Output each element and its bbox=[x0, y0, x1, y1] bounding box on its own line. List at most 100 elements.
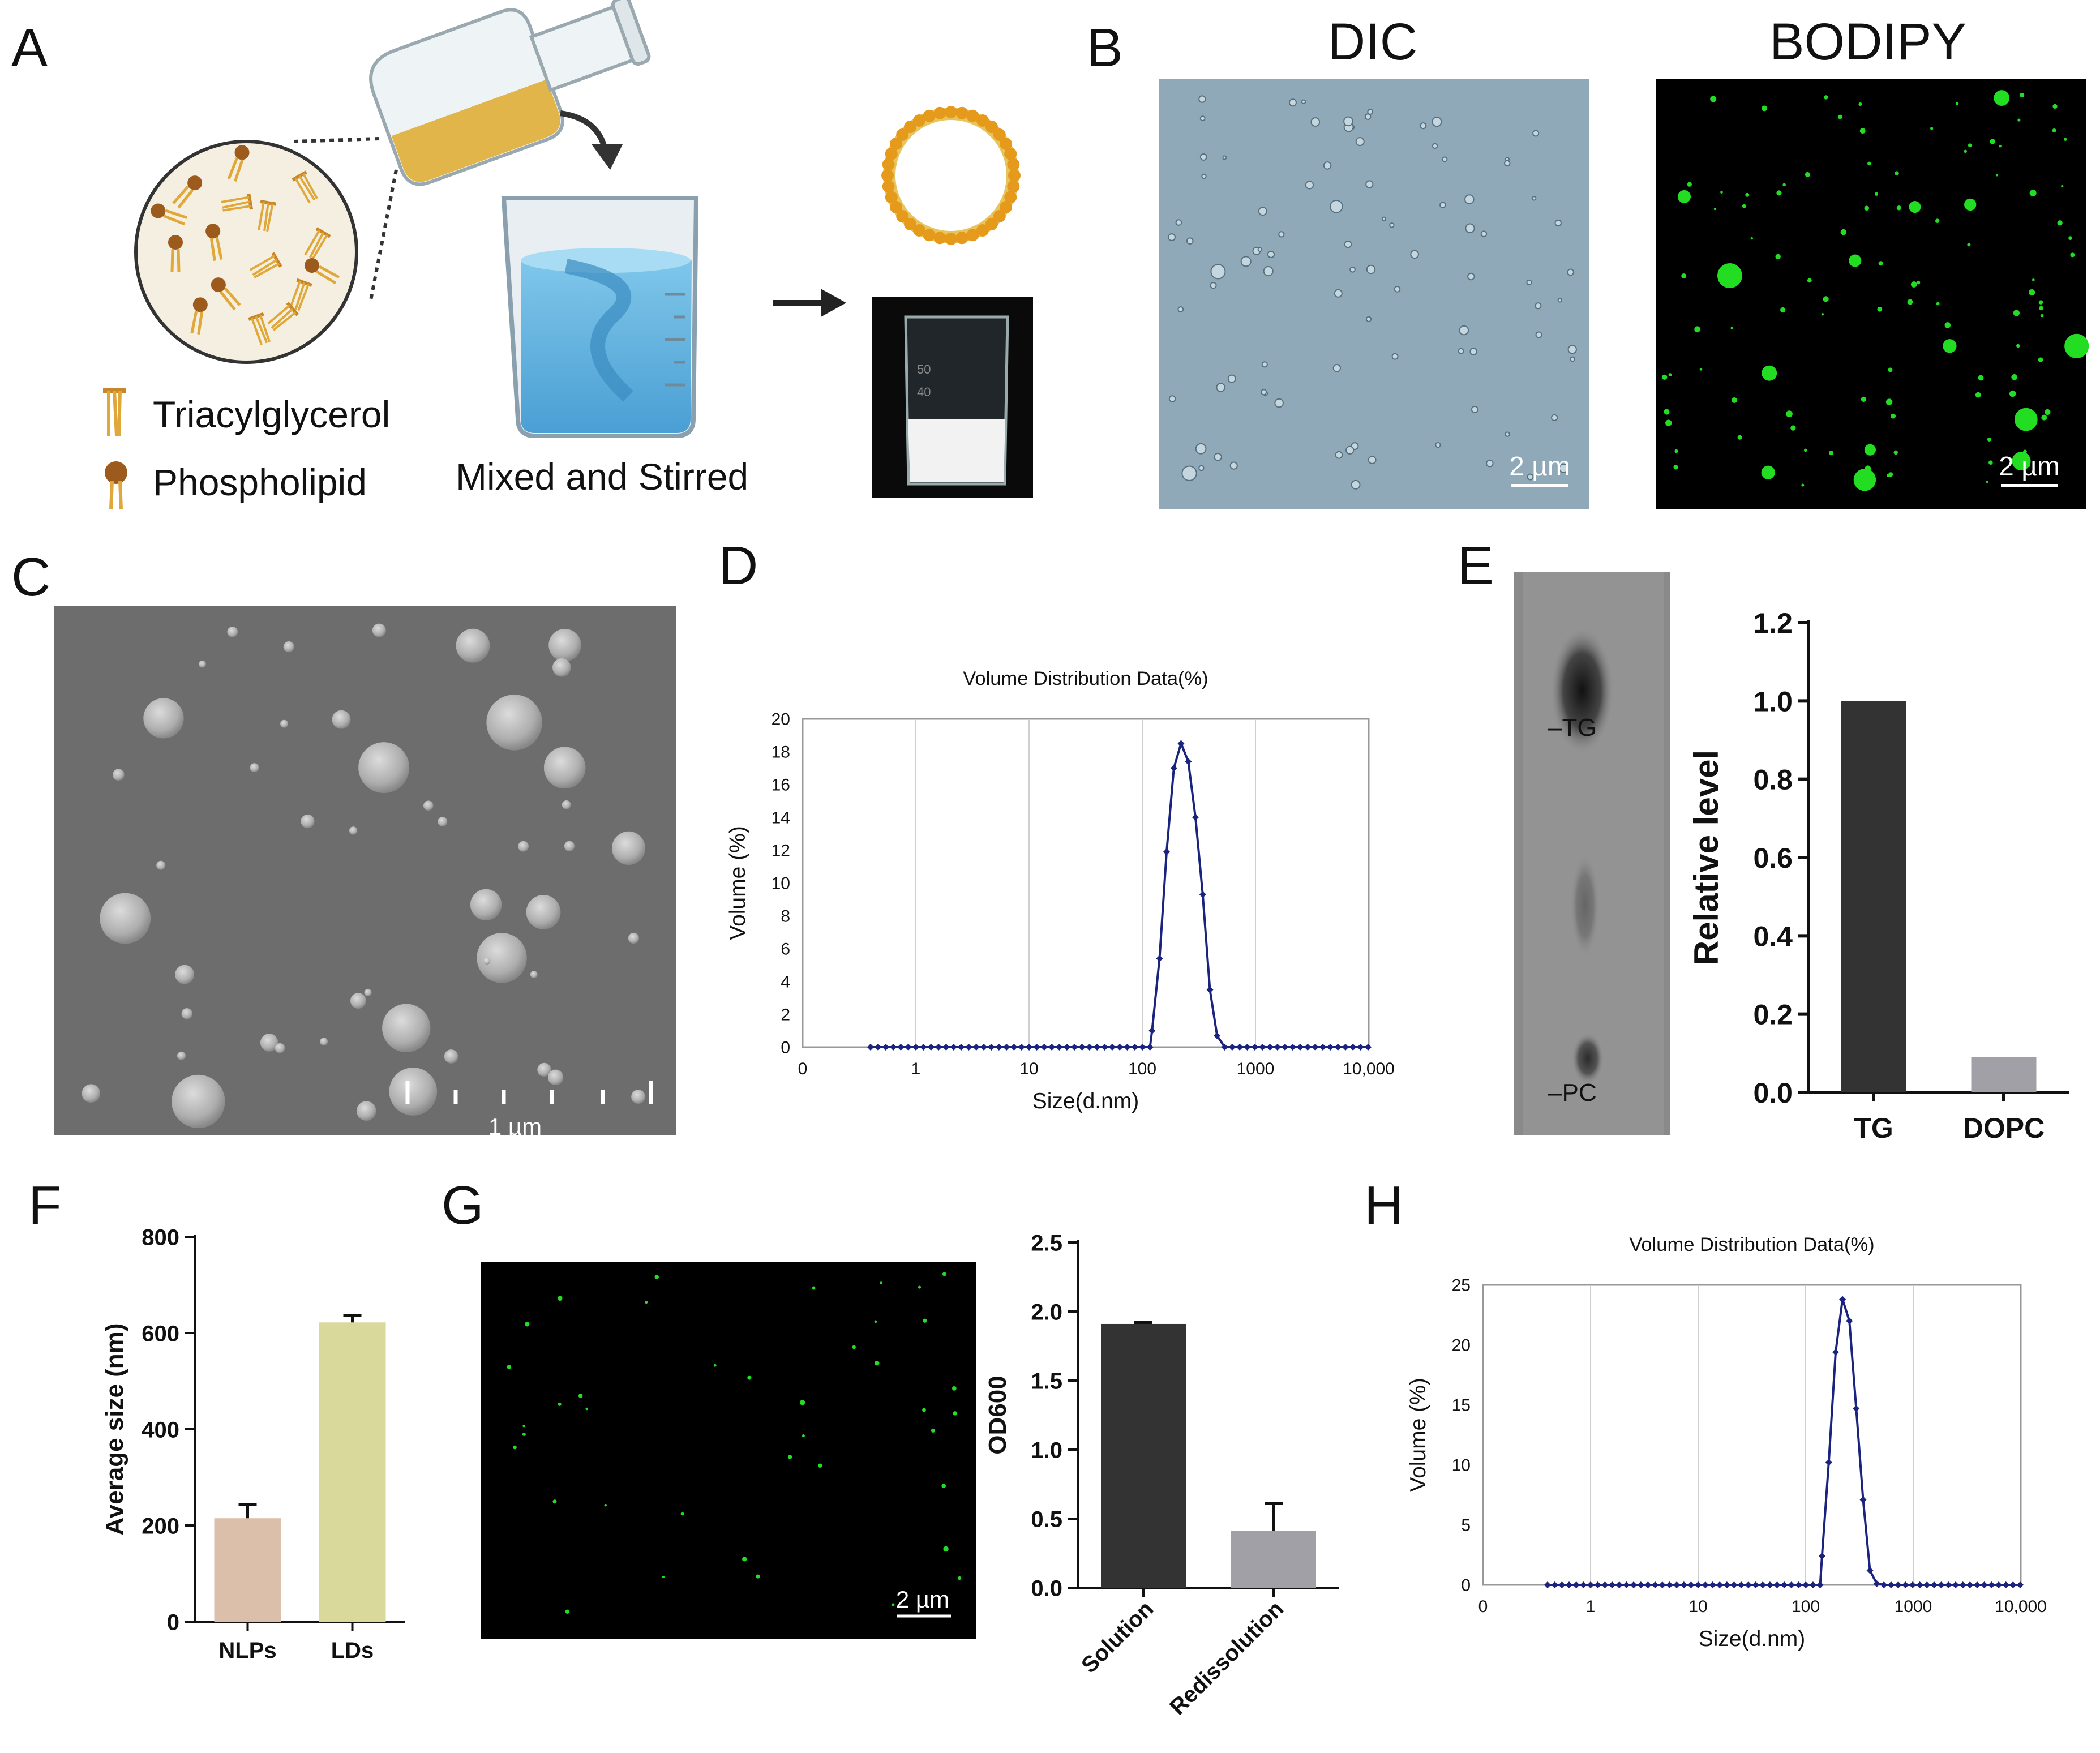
bodipy-droplet bbox=[1694, 326, 1701, 333]
data-point bbox=[1909, 1581, 1916, 1588]
x-tick-label: 10 bbox=[1019, 1060, 1038, 1078]
dic-droplet bbox=[1535, 302, 1542, 310]
panel-label-a: A bbox=[11, 18, 48, 78]
bodipy-droplet bbox=[1864, 444, 1876, 456]
data-point bbox=[1902, 1581, 1909, 1588]
liposome-head bbox=[885, 191, 898, 204]
y-tick-label: 6 bbox=[781, 940, 790, 959]
chart-title: Volume Distribution Data(%) bbox=[963, 668, 1208, 689]
chart-g: 0.0 0.5 1.0 1.5 2.0 2.5 Solution Redissolution O… bbox=[984, 1231, 1339, 1720]
sem-droplet bbox=[477, 933, 527, 983]
data-point bbox=[1818, 1553, 1825, 1560]
lipid-molecule-icon bbox=[289, 278, 312, 311]
y-tick-label: 2.0 bbox=[1031, 1300, 1062, 1325]
y-tick-label: 0.8 bbox=[1753, 764, 1793, 796]
sem-droplet bbox=[301, 814, 315, 829]
liposome-head bbox=[993, 128, 1006, 142]
data-point bbox=[1026, 1044, 1033, 1051]
y-tick-label: 10 bbox=[772, 875, 790, 893]
dic-droplet bbox=[1305, 181, 1314, 190]
g-fluor-dot bbox=[818, 1463, 822, 1468]
data-point bbox=[1959, 1581, 1966, 1588]
dic-droplet bbox=[1168, 395, 1176, 402]
data-point bbox=[1853, 1405, 1860, 1412]
sem-droplet bbox=[181, 1008, 193, 1019]
bodipy-droplet bbox=[1761, 465, 1775, 479]
g-fluor-dot bbox=[953, 1411, 957, 1416]
liposome-head bbox=[881, 169, 894, 182]
data-point bbox=[1846, 1317, 1853, 1325]
lipid-molecule-icon bbox=[168, 235, 183, 272]
bodipy-droplet bbox=[1837, 114, 1842, 119]
sem-droplet bbox=[628, 932, 639, 944]
data-point bbox=[1228, 1044, 1236, 1051]
data-point bbox=[1572, 1581, 1580, 1588]
g-fluor-dot bbox=[507, 1365, 511, 1369]
liposome-head bbox=[896, 209, 909, 222]
y-tick-label: 1.2 bbox=[1753, 607, 1793, 639]
dic-droplet bbox=[1557, 298, 1563, 303]
data-point bbox=[1071, 1044, 1078, 1051]
sem-droplet bbox=[364, 988, 372, 997]
lipid-molecule-icon bbox=[172, 175, 203, 209]
tlc-spot-pc bbox=[1572, 1033, 1604, 1084]
bodipy-droplet bbox=[1780, 307, 1786, 313]
sem-droplet bbox=[275, 1043, 285, 1053]
bodipy-droplet bbox=[1967, 243, 1971, 247]
data-point bbox=[1139, 1044, 1146, 1051]
dic-droplet bbox=[1240, 256, 1252, 267]
bodipy-droplet bbox=[1999, 144, 2002, 148]
bodipy-droplet bbox=[1910, 281, 1917, 288]
x-tick-label: 1000 bbox=[1237, 1060, 1275, 1078]
chart-title: Volume Distribution Data(%) bbox=[1629, 1234, 1874, 1255]
g-fluor-dot bbox=[645, 1300, 648, 1304]
sem-droplet bbox=[227, 626, 238, 637]
bodipy-droplet bbox=[2029, 190, 2037, 197]
dic-droplet bbox=[1459, 325, 1469, 336]
bodipy-droplet bbox=[1713, 207, 1717, 211]
g-fluor-dot bbox=[931, 1428, 936, 1433]
liposome-head bbox=[1007, 158, 1020, 171]
bodipy-droplet bbox=[1720, 191, 1723, 194]
dic-droplet bbox=[1367, 109, 1374, 115]
lipid-molecule-icon bbox=[258, 199, 277, 232]
data-point bbox=[1327, 1044, 1334, 1051]
data-point bbox=[1930, 1581, 1938, 1588]
sem-droplet bbox=[283, 641, 294, 653]
bodipy-droplet bbox=[1968, 143, 1972, 148]
lipid-molecules bbox=[151, 145, 340, 345]
bodipy-title: BODIPY bbox=[1769, 13, 1966, 71]
y-tick-label: 25 bbox=[1452, 1276, 1471, 1295]
sem-droplet bbox=[552, 658, 571, 677]
g-fluor-dot bbox=[558, 1296, 563, 1301]
bodipy-droplet bbox=[1885, 398, 1893, 405]
bodipy-droplet bbox=[2038, 357, 2043, 362]
data-point bbox=[1364, 1044, 1372, 1051]
liposome-head bbox=[890, 201, 903, 213]
dic-droplet bbox=[1442, 156, 1448, 162]
data-point bbox=[1334, 1044, 1342, 1051]
sem-droplet bbox=[250, 763, 259, 773]
data-point bbox=[1048, 1044, 1056, 1051]
liposome-head bbox=[933, 232, 946, 245]
bodipy-droplet bbox=[1916, 280, 1921, 285]
liposome-head bbox=[976, 114, 989, 127]
g-fluor-dot bbox=[923, 1318, 927, 1323]
bodipy-droplet bbox=[2039, 306, 2043, 311]
data-point bbox=[942, 1044, 950, 1051]
g-fluor-dot bbox=[942, 1272, 946, 1276]
data-point bbox=[1206, 986, 1214, 993]
bodipy-droplet bbox=[1762, 365, 1777, 381]
dic-droplet bbox=[1365, 316, 1372, 322]
g-fluor-dot bbox=[578, 1394, 583, 1398]
bodipy-droplet bbox=[1861, 396, 1866, 402]
g-fluor-dot bbox=[874, 1320, 877, 1323]
data-point bbox=[1116, 1044, 1124, 1051]
sem-droplet bbox=[483, 957, 491, 965]
data-point bbox=[1752, 1581, 1759, 1588]
y-tick-label: 0 bbox=[781, 1039, 790, 1057]
data-point bbox=[1566, 1581, 1573, 1588]
y-tick-label: 4 bbox=[781, 973, 790, 992]
dic-droplet bbox=[1486, 459, 1494, 468]
sem-droplet bbox=[172, 1074, 225, 1129]
